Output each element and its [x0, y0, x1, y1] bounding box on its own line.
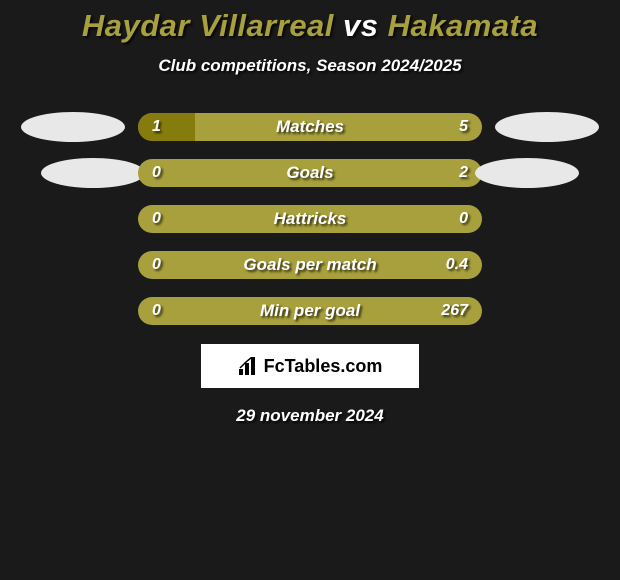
- stat-row: 0 Goals per match 0.4: [0, 250, 620, 280]
- stat-value-left: 0: [152, 256, 161, 274]
- right-bubble-slot: [492, 108, 602, 146]
- logo-text: FcTables.com: [264, 356, 383, 377]
- player-ellipse-icon: [41, 158, 145, 188]
- left-bubble-slot: [18, 108, 128, 146]
- stats-list: 1 Matches 5 0 Goals 2 0 Hattricks 0 0 Goals per ma…: [0, 112, 620, 326]
- bars-icon: [238, 357, 258, 375]
- stat-label: Goals: [286, 163, 333, 183]
- stat-bar: 0 Goals 2: [138, 159, 482, 187]
- stat-label: Goals per match: [243, 255, 376, 275]
- stat-row: 0 Min per goal 267: [0, 296, 620, 326]
- subtitle: Club competitions, Season 2024/2025: [0, 56, 620, 76]
- right-bubble-slot: [472, 154, 582, 192]
- stat-value-left: 1: [152, 118, 161, 136]
- title-player2: Hakamata: [388, 8, 538, 43]
- player-ellipse-icon: [21, 112, 125, 142]
- page-title: Haydar Villarreal vs Hakamata: [0, 8, 620, 44]
- stat-value-right: 0: [459, 210, 468, 228]
- stat-value-left: 0: [152, 164, 161, 182]
- right-bubble-slot: [492, 246, 602, 284]
- stat-bar: 0 Goals per match 0.4: [138, 251, 482, 279]
- player-ellipse-icon: [495, 112, 599, 142]
- stat-label: Hattricks: [274, 209, 347, 229]
- stat-bar-highlight: [138, 113, 195, 141]
- stat-label: Min per goal: [260, 301, 360, 321]
- stat-value-left: 0: [152, 302, 161, 320]
- stat-value-right: 5: [459, 118, 468, 136]
- title-vs: vs: [334, 8, 388, 43]
- title-player1: Haydar Villarreal: [82, 8, 334, 43]
- left-bubble-slot: [38, 154, 148, 192]
- right-bubble-slot: [492, 292, 602, 330]
- stat-row: 0 Goals 2: [0, 158, 620, 188]
- stat-value-right: 267: [441, 302, 468, 320]
- left-bubble-slot: [18, 200, 128, 238]
- right-bubble-slot: [492, 200, 602, 238]
- date-text: 29 november 2024: [0, 406, 620, 426]
- stat-row: 1 Matches 5: [0, 112, 620, 142]
- stat-value-left: 0: [152, 210, 161, 228]
- stat-value-right: 0.4: [446, 256, 468, 274]
- stat-label: Matches: [276, 117, 344, 137]
- left-bubble-slot: [18, 292, 128, 330]
- left-bubble-slot: [18, 246, 128, 284]
- stat-bar: 1 Matches 5: [138, 113, 482, 141]
- player-ellipse-icon: [475, 158, 579, 188]
- logo-box: FcTables.com: [201, 344, 419, 388]
- stat-bar: 0 Hattricks 0: [138, 205, 482, 233]
- stat-row: 0 Hattricks 0: [0, 204, 620, 234]
- stat-bar: 0 Min per goal 267: [138, 297, 482, 325]
- stat-value-right: 2: [459, 164, 468, 182]
